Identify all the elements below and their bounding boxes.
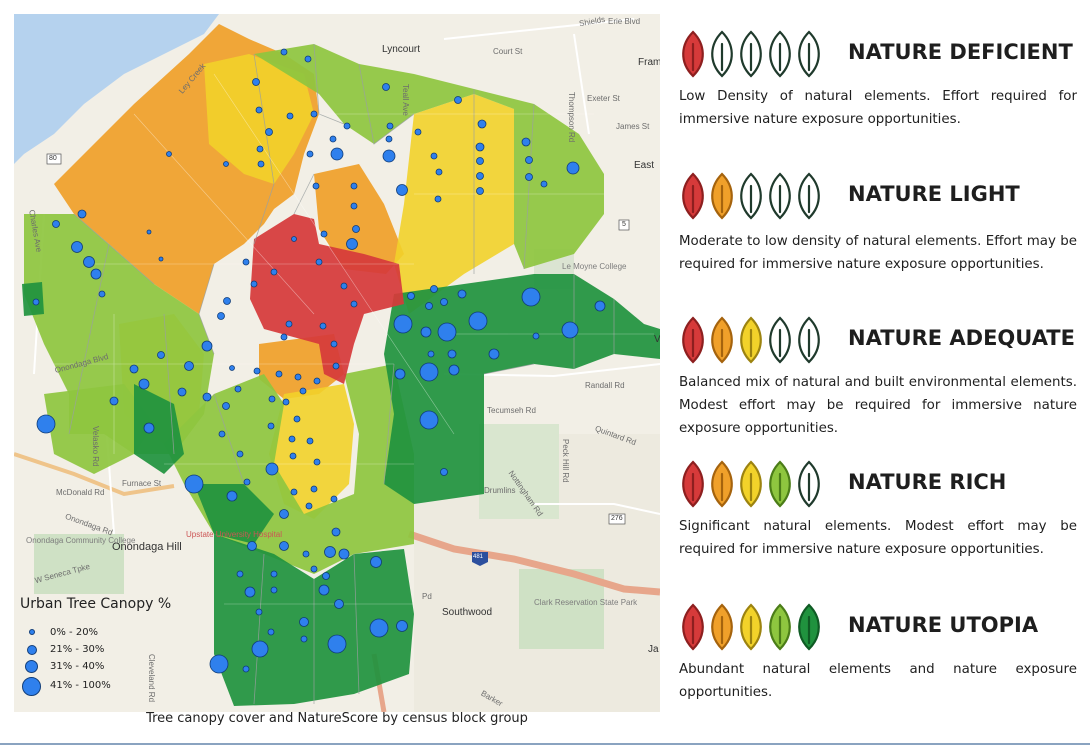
leaf-outline-icon	[711, 30, 733, 78]
label-upstate-hospital: Upstate University Hospital	[186, 530, 283, 539]
legend-item: 21% - 30%	[20, 641, 200, 661]
zone-nature-rich	[254, 44, 604, 269]
nature-score-map: Lyncourt Fram East Onondaga Hill Southwo…	[14, 14, 660, 712]
road-james-st: James St	[616, 122, 650, 131]
leaf-filled-icon	[682, 30, 704, 78]
leaf-filled-icon	[682, 172, 704, 220]
legend-title: Urban Tree Canopy %	[20, 596, 172, 612]
score-title: NATURE ADEQUATE	[848, 326, 1075, 350]
leaf-outline-icon	[740, 172, 762, 220]
canopy-legend: Urban Tree Canopy % 0% - 20% 21% - 30% 3…	[20, 596, 205, 706]
map-graphic	[14, 14, 660, 712]
leaf-rating	[678, 316, 833, 366]
route-481-label: 481	[473, 554, 484, 560]
leaf-outline-icon	[798, 30, 820, 78]
leaf-rating	[678, 460, 833, 510]
map-caption: Tree canopy cover and NatureScore by cen…	[146, 711, 528, 726]
road-exeter-st: Exeter St	[587, 94, 620, 103]
label-clark-reservation: Clark Reservation State Park	[534, 598, 638, 607]
road-furnace-st: Furnace St	[122, 479, 162, 488]
score-title: NATURE RICH	[848, 470, 1007, 494]
zone-nature-deficient	[250, 214, 404, 384]
road-velasko-rd: Velasko Rd	[91, 426, 100, 467]
leaf-filled-icon	[740, 460, 762, 508]
score-description: Low Density of natural elements. Effort …	[679, 89, 1077, 127]
interstate-481	[407, 530, 660, 596]
leaf-filled-icon	[711, 460, 733, 508]
score-title: NATURE UTOPIA	[848, 613, 1039, 637]
label-pd: Pd	[422, 592, 432, 601]
road-tecumseh-rd: Tecumseh Rd	[487, 406, 536, 415]
zone-nature-adequate	[204, 54, 314, 184]
score-description: Significant natural elements. Modest eff…	[679, 519, 1077, 557]
leaf-filled-icon	[740, 316, 762, 364]
map-label-drumlins: Drumlins	[484, 486, 516, 495]
page-bottom-border	[0, 743, 1090, 745]
label-onondaga-cc: Onondaga Community College	[26, 536, 136, 545]
route-80-label: 80	[49, 155, 57, 162]
road-peck-hill-rd: Peck Hill Rd	[561, 439, 570, 483]
leaf-outline-icon	[769, 316, 791, 364]
road-court-st: Court St	[493, 47, 523, 56]
map-label-east: East	[634, 160, 655, 171]
leaf-filled-icon	[682, 603, 704, 651]
leaf-filled-icon	[740, 603, 762, 651]
road-thompson-rd: Thompson Rd	[567, 92, 576, 143]
score-description: Moderate to low density of natural eleme…	[679, 234, 1077, 272]
road-erie-blvd: Erie Blvd	[608, 17, 641, 26]
leaf-filled-icon	[711, 316, 733, 364]
map-label-ja: Ja	[648, 644, 659, 655]
leaf-outline-icon	[798, 460, 820, 508]
score-description: Balanced mix of natural and built enviro…	[679, 375, 1077, 436]
leaf-outline-icon	[798, 316, 820, 364]
leaf-rating	[678, 30, 833, 80]
legend-item: 41% - 100%	[20, 677, 200, 697]
leaf-outline-icon	[798, 172, 820, 220]
leaf-outline-icon	[740, 30, 762, 78]
leaf-rating	[678, 172, 833, 222]
onondaga-lake	[14, 14, 219, 164]
leaf-filled-icon	[769, 603, 791, 651]
route-276-label: 276	[611, 515, 623, 522]
road-mcdonald-rd: McDonald Rd	[56, 488, 105, 497]
map-label-fram: Fram	[638, 57, 660, 68]
canopy-markers	[32, 48, 606, 674]
score-description: Abundant natural elements and nature exp…	[679, 662, 1077, 700]
leaf-outline-icon	[769, 172, 791, 220]
label-lemoyne-college: Le Moyne College	[562, 262, 627, 271]
leaf-filled-icon	[798, 603, 820, 651]
map-label-southwood: Southwood	[442, 607, 493, 618]
leaf-outline-icon	[769, 30, 791, 78]
road-randall-rd: Randall Rd	[585, 381, 625, 390]
leaf-filled-icon	[711, 603, 733, 651]
map-label-lyncourt: Lyncourt	[382, 44, 420, 55]
legend-item: 31% - 40%	[20, 658, 200, 678]
leaf-filled-icon	[711, 172, 733, 220]
leaf-filled-icon	[682, 316, 704, 364]
leaf-rating	[678, 603, 833, 653]
map-label-onondaga-hill: Onondaga Hill	[112, 541, 182, 553]
route-5-label: 5	[622, 221, 626, 228]
score-title: NATURE LIGHT	[848, 182, 1020, 206]
score-title: NATURE DEFICIENT	[848, 40, 1073, 64]
map-label-v: V	[654, 334, 660, 345]
leaf-filled-icon	[682, 460, 704, 508]
road-teall-ave: Teall Ave	[401, 84, 410, 116]
legend-item: 0% - 20%	[20, 624, 200, 644]
leaf-filled-icon	[769, 460, 791, 508]
